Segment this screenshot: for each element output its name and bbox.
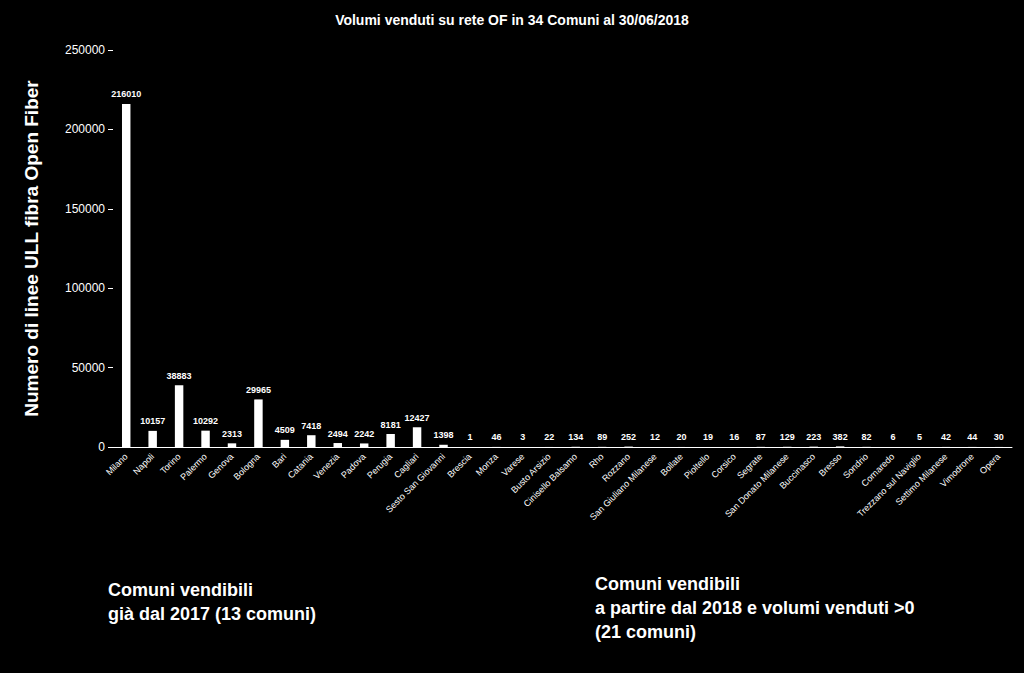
svg-text:a partire dal 2018 e volumi ve: a partire dal 2018 e volumi venduti >0: [595, 598, 915, 618]
svg-text:Cornaredo: Cornaredo: [859, 451, 897, 489]
svg-text:Bresso: Bresso: [817, 451, 844, 478]
svg-text:(21 comuni): (21 comuni): [595, 622, 696, 642]
svg-text:Milano: Milano: [104, 451, 130, 477]
svg-text:2494: 2494: [328, 429, 348, 439]
svg-text:Padova: Padova: [339, 451, 368, 480]
svg-text:4509: 4509: [275, 425, 295, 435]
svg-text:Volumi venduti su rete OF in 3: Volumi venduti su rete OF in 34 Comuni a…: [335, 12, 689, 28]
svg-text:223: 223: [806, 432, 821, 442]
svg-text:19: 19: [703, 432, 713, 442]
svg-text:Genova: Genova: [206, 451, 235, 480]
svg-text:Catania: Catania: [286, 451, 315, 480]
svg-text:20: 20: [676, 432, 686, 442]
svg-text:Perugia: Perugia: [365, 451, 394, 480]
svg-text:San Donato Milanese: San Donato Milanese: [723, 451, 791, 520]
svg-text:100000: 100000: [65, 281, 105, 295]
svg-text:Numero di linee ULL fibra Open: Numero di linee ULL fibra Open Fiber: [21, 80, 42, 417]
svg-text:42: 42: [941, 432, 951, 442]
svg-text:44: 44: [967, 432, 977, 442]
svg-text:216010: 216010: [111, 89, 141, 99]
svg-text:7418: 7418: [301, 421, 321, 431]
svg-text:0: 0: [98, 440, 105, 454]
svg-text:10157: 10157: [140, 416, 165, 426]
svg-text:Sesto San Giovanni: Sesto San Giovanni: [384, 451, 447, 514]
svg-text:Brescia: Brescia: [445, 451, 473, 479]
svg-text:46: 46: [491, 432, 501, 442]
svg-text:89: 89: [597, 432, 607, 442]
svg-text:3: 3: [520, 432, 525, 442]
svg-text:Segrate: Segrate: [735, 451, 765, 481]
svg-text:16: 16: [729, 432, 739, 442]
svg-text:134: 134: [568, 432, 583, 442]
svg-text:10292: 10292: [193, 416, 218, 426]
svg-text:1398: 1398: [433, 430, 453, 440]
svg-text:150000: 150000: [65, 202, 105, 216]
svg-text:Bologna: Bologna: [232, 451, 262, 481]
svg-text:Bollate: Bollate: [658, 451, 685, 478]
svg-text:87: 87: [756, 432, 766, 442]
svg-text:Comuni vendibili: Comuni vendibili: [108, 580, 253, 600]
svg-text:29965: 29965: [246, 385, 271, 395]
svg-text:Palermo: Palermo: [178, 451, 209, 482]
svg-text:50000: 50000: [72, 361, 106, 375]
svg-text:Torino: Torino: [158, 451, 182, 475]
svg-text:Cagliari: Cagliari: [392, 451, 421, 481]
svg-text:Rho: Rho: [587, 451, 606, 470]
svg-text:Napoli: Napoli: [131, 451, 156, 476]
svg-text:Comuni vendibili: Comuni vendibili: [595, 574, 740, 594]
svg-text:Bari: Bari: [270, 451, 288, 469]
svg-text:Rozzano: Rozzano: [600, 451, 633, 484]
svg-text:Corsico: Corsico: [709, 451, 738, 480]
svg-text:6: 6: [891, 432, 896, 442]
svg-text:Pioltello: Pioltello: [682, 451, 711, 480]
svg-text:1: 1: [467, 432, 472, 442]
svg-text:Monza: Monza: [474, 451, 500, 477]
svg-text:già dal 2017 (13 comuni): già dal 2017 (13 comuni): [108, 604, 316, 624]
svg-text:82: 82: [862, 432, 872, 442]
svg-text:12: 12: [650, 432, 660, 442]
svg-text:Settimo Milanese: Settimo Milanese: [893, 451, 950, 508]
svg-text:38883: 38883: [167, 371, 192, 381]
svg-text:129: 129: [780, 432, 795, 442]
svg-text:22: 22: [544, 432, 554, 442]
svg-text:Vimodrone: Vimodrone: [938, 451, 976, 489]
svg-text:12427: 12427: [405, 413, 430, 423]
svg-text:30: 30: [994, 432, 1004, 442]
svg-text:Trezzano sul Naviglio: Trezzano sul Naviglio: [855, 451, 923, 519]
svg-text:Venezia: Venezia: [312, 451, 342, 481]
svg-text:Cinisello Balsamo: Cinisello Balsamo: [522, 451, 580, 509]
svg-text:Varese: Varese: [499, 451, 527, 479]
svg-text:Buccinasco: Buccinasco: [778, 451, 818, 491]
svg-text:5: 5: [917, 432, 922, 442]
svg-text:200000: 200000: [65, 122, 105, 136]
svg-text:252: 252: [621, 432, 636, 442]
svg-text:250000: 250000: [65, 43, 105, 57]
svg-text:382: 382: [833, 432, 848, 442]
svg-text:2313: 2313: [222, 429, 242, 439]
svg-text:Busto Arsizio: Busto Arsizio: [509, 451, 553, 496]
svg-text:2242: 2242: [354, 429, 374, 439]
svg-text:8181: 8181: [381, 420, 401, 430]
svg-text:San Giuliano Milanese: San Giuliano Milanese: [588, 451, 659, 522]
svg-text:Sondrio: Sondrio: [841, 451, 871, 481]
svg-text:Opera: Opera: [978, 451, 1003, 476]
